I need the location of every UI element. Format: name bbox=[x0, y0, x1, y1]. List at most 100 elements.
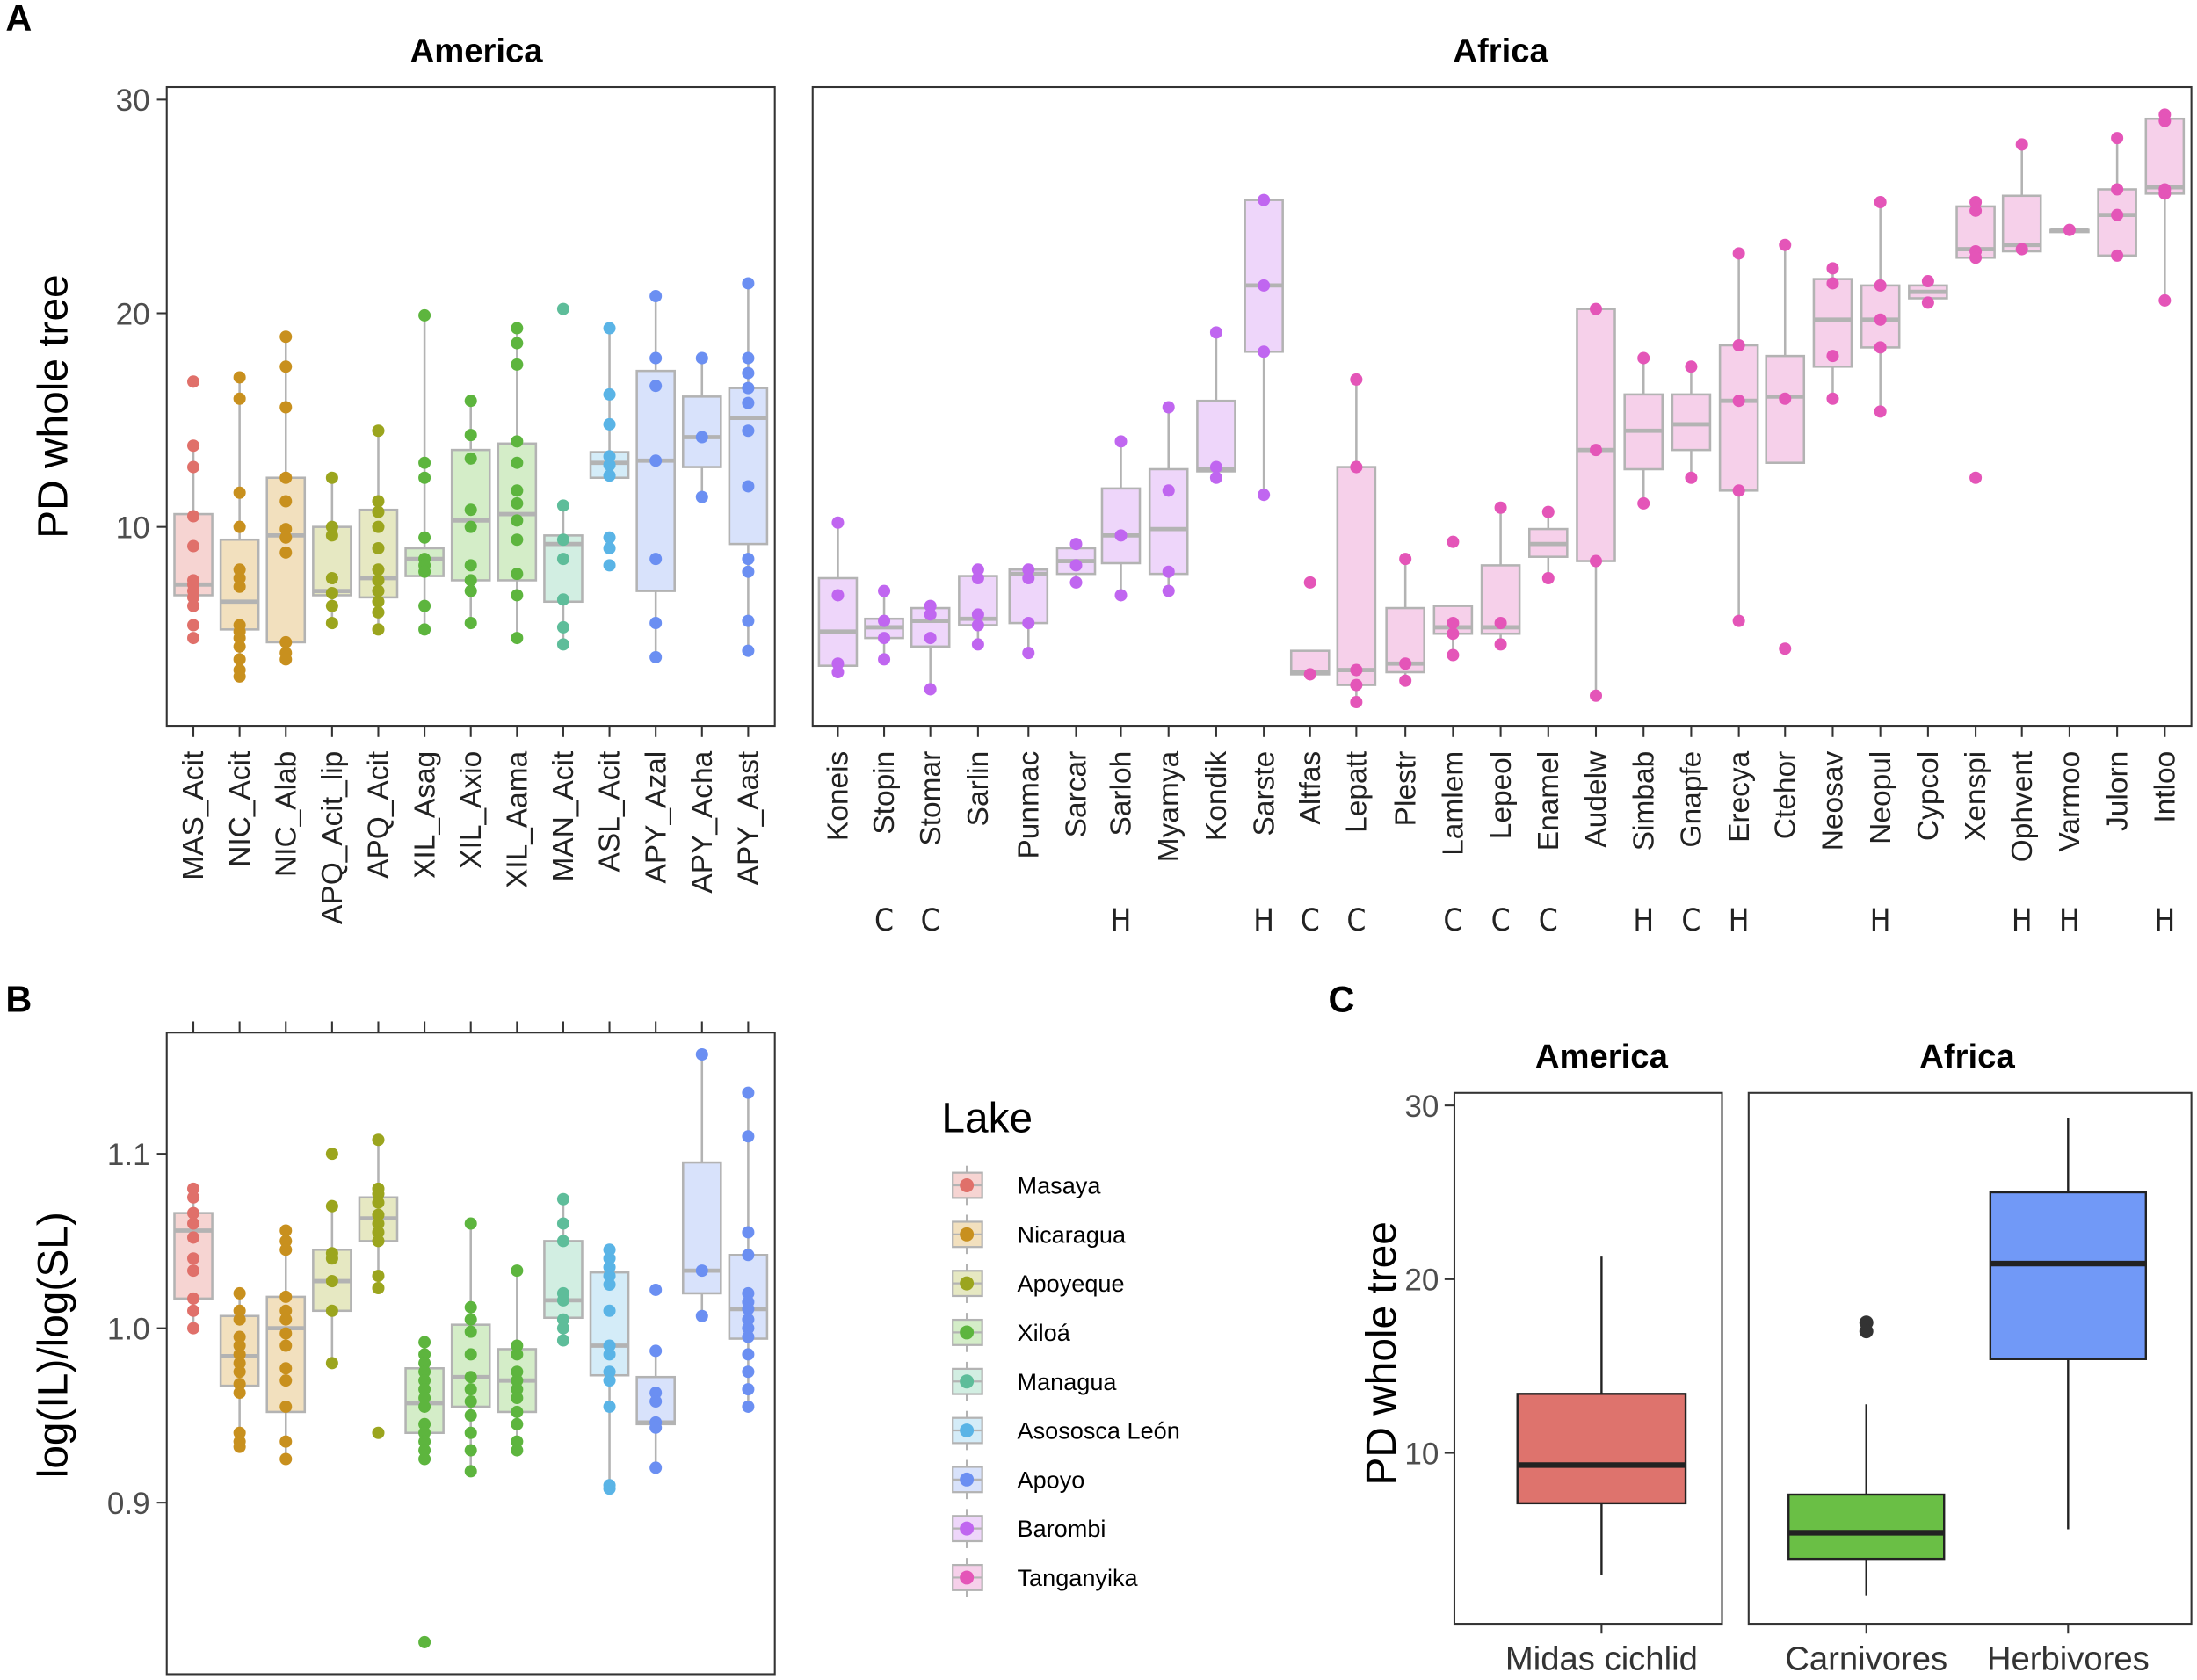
legend-item: Asososca León bbox=[952, 1410, 1180, 1451]
data-point bbox=[924, 632, 937, 645]
data-point bbox=[418, 1426, 431, 1439]
data-point bbox=[649, 1387, 663, 1400]
y-tick-label: 1.0 bbox=[107, 1312, 150, 1346]
data-point bbox=[279, 1243, 293, 1256]
y-axis-b: 0.9 1.0 1.1 bbox=[107, 1138, 167, 1521]
data-point bbox=[2158, 114, 2172, 127]
box-group bbox=[2049, 223, 2090, 236]
data-point bbox=[279, 471, 293, 484]
x-tick-label: Audelw bbox=[1580, 750, 1613, 848]
y-tick-label: 20 bbox=[116, 297, 150, 331]
data-point bbox=[187, 375, 200, 388]
data-point bbox=[1589, 554, 1603, 568]
legend-item: Managua bbox=[952, 1361, 1117, 1401]
x-tick-label: Enamel bbox=[1533, 751, 1565, 851]
data-point bbox=[372, 584, 385, 597]
data-point bbox=[1350, 460, 1363, 474]
data-point bbox=[1874, 196, 1887, 209]
data-point bbox=[556, 1293, 569, 1307]
data-point bbox=[187, 1264, 200, 1278]
diet-label: C bbox=[1443, 902, 1462, 938]
diet-label: H bbox=[1111, 902, 1132, 938]
data-point bbox=[1447, 648, 1460, 662]
data-point bbox=[603, 450, 616, 463]
legend-label: Masaya bbox=[1018, 1172, 1102, 1199]
data-point bbox=[1874, 405, 1887, 418]
legend-label: Tanganyika bbox=[1018, 1564, 1139, 1591]
data-point bbox=[464, 617, 477, 630]
data-point bbox=[372, 1187, 385, 1200]
data-point bbox=[511, 514, 524, 527]
data-point bbox=[279, 653, 293, 666]
data-point bbox=[1779, 392, 1792, 405]
data-point bbox=[511, 1374, 524, 1387]
x-tick-label: APY_Azal bbox=[640, 751, 672, 884]
box-group bbox=[728, 1086, 769, 1413]
data-point bbox=[2111, 249, 2124, 262]
data-point bbox=[742, 1302, 755, 1315]
data-point bbox=[233, 1426, 246, 1439]
data-point bbox=[1303, 576, 1316, 589]
box-group bbox=[1336, 373, 1377, 709]
legend-label: Xiloá bbox=[1018, 1319, 1071, 1346]
data-point bbox=[649, 1421, 663, 1434]
diet-label: C bbox=[1539, 902, 1558, 938]
data-point bbox=[742, 1286, 755, 1300]
data-point bbox=[233, 1286, 246, 1300]
x-tick-label: Neosav bbox=[1817, 750, 1850, 851]
x-tick-label: Xenspi bbox=[1960, 751, 1992, 841]
y-axis-a: 10 20 30 bbox=[116, 83, 167, 545]
data-point bbox=[2111, 208, 2124, 221]
data-point bbox=[1350, 678, 1363, 692]
data-point bbox=[742, 480, 755, 493]
data-point bbox=[464, 395, 477, 408]
box-group bbox=[864, 584, 904, 666]
data-point bbox=[1350, 373, 1363, 386]
box bbox=[681, 395, 722, 468]
data-point bbox=[556, 1334, 569, 1347]
data-point bbox=[464, 574, 477, 587]
data-point bbox=[1637, 496, 1650, 510]
data-point bbox=[279, 1362, 293, 1375]
data-point bbox=[742, 277, 755, 290]
data-point bbox=[279, 546, 293, 559]
data-point bbox=[695, 431, 708, 444]
data-point bbox=[279, 1235, 293, 1248]
box-group bbox=[635, 1283, 676, 1474]
data-point bbox=[418, 456, 431, 469]
data-point bbox=[372, 1133, 385, 1147]
data-point bbox=[742, 1086, 755, 1099]
data-point bbox=[418, 565, 431, 578]
data-point bbox=[233, 1339, 246, 1352]
box bbox=[1765, 354, 1806, 464]
data-point bbox=[372, 1235, 385, 1248]
x-tick-label: Koneis bbox=[823, 751, 855, 841]
box-group bbox=[358, 424, 399, 636]
data-point bbox=[187, 539, 200, 553]
data-point bbox=[742, 1249, 755, 1262]
x-tick-label: NIC_Acit bbox=[224, 750, 257, 867]
data-point bbox=[2158, 293, 2172, 307]
data-point bbox=[372, 1270, 385, 1283]
data-point bbox=[511, 358, 524, 371]
data-point bbox=[372, 1281, 385, 1295]
data-point bbox=[603, 417, 616, 431]
data-point bbox=[511, 1383, 524, 1396]
data-point bbox=[464, 1465, 477, 1478]
legend-key-dot bbox=[960, 1374, 975, 1389]
legend-key-dot bbox=[960, 1276, 975, 1291]
data-point bbox=[418, 1365, 431, 1379]
x-tick-label: ASL_Acit bbox=[594, 750, 627, 872]
data-point bbox=[742, 1383, 755, 1396]
legend-label: Asososca León bbox=[1018, 1417, 1180, 1445]
data-point bbox=[1732, 614, 1745, 627]
data-point bbox=[464, 452, 477, 465]
data-point bbox=[742, 644, 755, 657]
data-point bbox=[418, 1374, 431, 1387]
x-tick-label: APY_Acha bbox=[686, 750, 719, 893]
data-point bbox=[279, 1224, 293, 1237]
data-point bbox=[325, 1304, 338, 1317]
data-point bbox=[511, 589, 524, 602]
data-point bbox=[1685, 360, 1698, 373]
